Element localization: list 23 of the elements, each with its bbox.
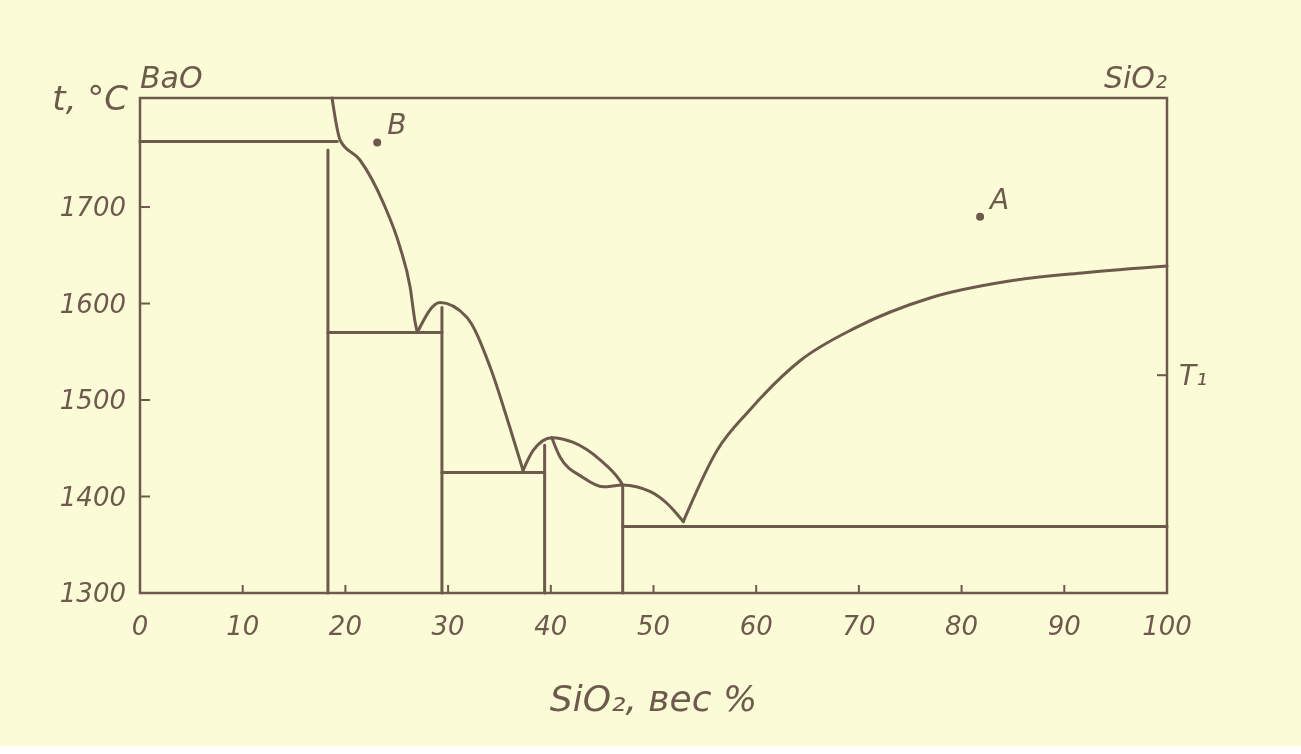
- x-tick-label: 100: [1142, 611, 1192, 641]
- y-tick-label: 1700: [59, 192, 126, 223]
- annotation: B: [387, 108, 407, 142]
- y-tick-label: 1500: [59, 385, 126, 416]
- text: T₁: [1179, 359, 1208, 393]
- x-tick-label: 0: [131, 611, 149, 641]
- y-tick-label: 1400: [59, 481, 126, 512]
- y-tick-label: 1600: [59, 288, 126, 319]
- x-axis-title: SiO₂, вес %: [549, 678, 758, 719]
- x-tick-label: 70: [842, 611, 876, 641]
- text: SiO₂: [1103, 60, 1167, 95]
- x-tick-label: 80: [945, 611, 979, 641]
- x-tick-label: 40: [534, 611, 568, 641]
- x-tick-label: 60: [739, 611, 773, 641]
- text: BaO: [140, 60, 203, 95]
- x-tick-label: 90: [1047, 611, 1081, 641]
- y-tick-label: 1300: [59, 578, 126, 608]
- x-tick-label: 10: [226, 611, 260, 641]
- x-tick-label: 30: [431, 611, 465, 641]
- annotation: A: [988, 182, 1010, 216]
- y-axis-title: t, °C: [52, 78, 129, 118]
- x-tick-label: 50: [636, 611, 671, 641]
- x-tick-label: 20: [328, 611, 362, 641]
